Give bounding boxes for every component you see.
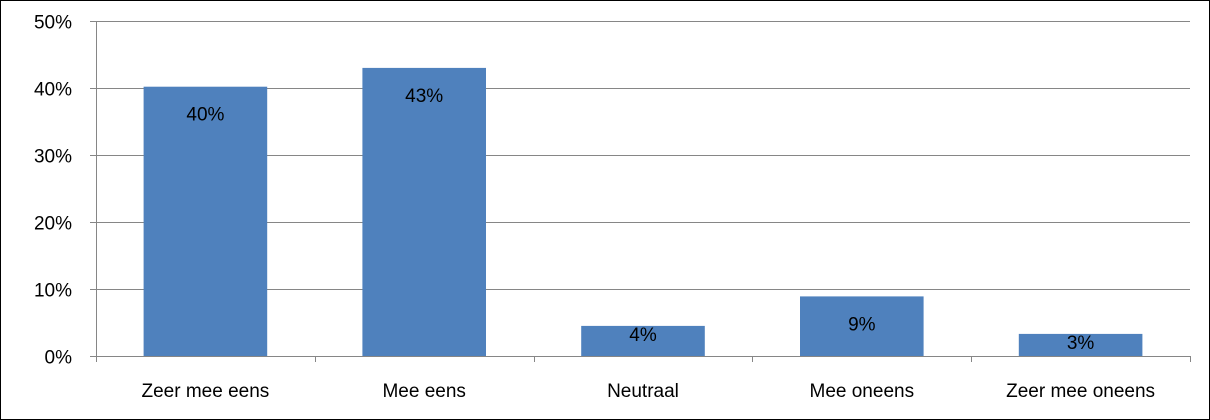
bar-neutraal	[581, 325, 705, 356]
data-label: 40%	[186, 105, 224, 126]
data-label: 3%	[1067, 333, 1095, 354]
data-label: 4%	[629, 325, 657, 346]
bar-mee-oneens	[800, 296, 924, 356]
y-tick-label: 50%	[34, 13, 72, 34]
x-axis-tick-labels: Zeer mee eens Mee eens Neutraal Mee oneens Z…	[142, 381, 1156, 402]
y-axis-tick-labels: 0% 10% 20% 30% 40% 50%	[34, 13, 72, 369]
axes	[90, 21, 1191, 362]
data-labels: 40% 43% 4% 9% 3%	[186, 86, 1094, 354]
bar-zeer-mee-oneens	[1018, 333, 1143, 356]
x-tick-label: Neutraal	[607, 381, 679, 402]
x-tick-label: Mee oneens	[810, 381, 915, 402]
x-tick-label: Mee eens	[382, 381, 465, 402]
y-tick-label: 20%	[34, 214, 72, 235]
x-tick-label: Zeer mee eens	[142, 381, 270, 402]
data-label: 9%	[848, 314, 876, 335]
y-tick-label: 10%	[34, 281, 72, 302]
bar-mee-eens	[362, 67, 486, 357]
bars	[143, 67, 1143, 357]
x-tick-label: Zeer mee oneens	[1006, 381, 1155, 402]
y-tick-label: 40%	[34, 80, 72, 101]
data-label: 43%	[405, 86, 443, 107]
y-tick-label: 0%	[45, 348, 73, 369]
y-tick-label: 30%	[34, 147, 72, 168]
grid-lines	[96, 21, 1190, 290]
bar-zeer-mee-eens	[143, 86, 268, 356]
